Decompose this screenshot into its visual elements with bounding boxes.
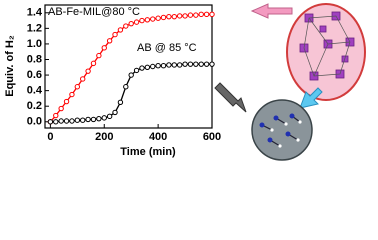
chart: Time (min) Equiv. of H₂ 0.0 0.2 0.4 0.6 0.8 1… bbox=[4, 3, 366, 161]
series-marker bbox=[144, 64, 151, 70]
series-marker bbox=[69, 91, 75, 98]
series-marker bbox=[150, 63, 156, 70]
ab-molecules bbox=[251, 99, 313, 161]
series-marker bbox=[193, 61, 199, 67]
plot-frame bbox=[44, 4, 213, 129]
series-marker bbox=[182, 13, 188, 19]
series-marker bbox=[74, 117, 81, 123]
y-axis-label: Equiv. of H₂ bbox=[4, 35, 16, 97]
molecule-bonds bbox=[261, 115, 301, 147]
y-tick-label: 0.2 bbox=[27, 100, 42, 112]
x-tick-label: 600 bbox=[203, 131, 221, 143]
series-marker bbox=[182, 61, 188, 67]
series-marker bbox=[166, 13, 172, 20]
series-marker bbox=[101, 115, 107, 121]
x-axis-label: Time (min) bbox=[120, 146, 176, 158]
series-marker bbox=[112, 109, 118, 116]
series-marker bbox=[74, 84, 81, 90]
series-marker bbox=[150, 16, 156, 22]
series-marker bbox=[117, 99, 124, 106]
series-marker bbox=[101, 45, 107, 51]
series-marker bbox=[203, 11, 210, 18]
series-marker bbox=[53, 119, 59, 125]
page: {"chart_data": {"type": "line", "xlabel"… bbox=[3, 3, 366, 161]
series-marker bbox=[80, 117, 86, 123]
series-marker bbox=[106, 38, 113, 44]
series-marker bbox=[198, 61, 204, 67]
series-marker bbox=[123, 84, 129, 90]
series-marker bbox=[96, 52, 102, 59]
series-marker bbox=[69, 118, 75, 124]
series-marker bbox=[187, 12, 194, 18]
annotation: AB-Fe-MIL@80 °C bbox=[48, 6, 140, 18]
series-marker bbox=[96, 115, 102, 122]
series-marker bbox=[133, 19, 140, 25]
series-marker bbox=[133, 67, 140, 74]
x-tick-label: 0 bbox=[47, 131, 53, 143]
series-marker bbox=[187, 61, 194, 67]
series-marker bbox=[63, 98, 70, 105]
series-marker bbox=[209, 61, 215, 67]
series-marker bbox=[112, 31, 118, 38]
series-marker bbox=[90, 60, 97, 67]
series-marker bbox=[193, 12, 199, 18]
series-marker bbox=[160, 63, 167, 69]
series-marker bbox=[123, 23, 129, 29]
series-marker bbox=[53, 112, 59, 119]
y-tick-label: 0.6 bbox=[27, 69, 42, 81]
series-marker bbox=[139, 65, 145, 71]
series-marker bbox=[106, 113, 113, 120]
y-tick-label: 1.4 bbox=[27, 7, 43, 19]
series-marker bbox=[117, 27, 124, 33]
blue-arrow bbox=[299, 87, 323, 109]
series-marker bbox=[176, 13, 183, 19]
series-marker bbox=[90, 116, 97, 123]
series-marker bbox=[155, 63, 161, 69]
series-line bbox=[49, 13, 212, 123]
series-marker bbox=[58, 118, 64, 124]
series-marker bbox=[171, 13, 177, 20]
series-marker bbox=[198, 11, 204, 18]
series-marker bbox=[144, 17, 151, 23]
pink-arrow bbox=[250, 3, 293, 19]
x-tick-label: 400 bbox=[149, 131, 167, 143]
y-tick-label: 0.8 bbox=[27, 53, 42, 65]
series-marker bbox=[176, 62, 183, 68]
series-marker bbox=[209, 11, 215, 18]
series-marker bbox=[203, 61, 210, 67]
series-marker bbox=[85, 116, 91, 123]
y-tick-label: 0.4 bbox=[27, 85, 43, 97]
gray-arrow bbox=[214, 82, 247, 113]
molecule-h bbox=[270, 120, 302, 148]
y-tick-label: 1.0 bbox=[27, 38, 42, 50]
series-marker bbox=[160, 14, 167, 21]
series-marker bbox=[171, 62, 177, 68]
series-marker bbox=[128, 72, 134, 78]
illustration bbox=[214, 3, 366, 161]
series-marker bbox=[128, 20, 134, 27]
series-marker bbox=[155, 15, 161, 21]
series-marker bbox=[63, 118, 70, 124]
series-marker bbox=[58, 105, 64, 112]
series-marker bbox=[80, 76, 86, 82]
mof-links bbox=[303, 15, 351, 77]
y-tick-label: 1.2 bbox=[27, 22, 42, 34]
molecule-atoms bbox=[259, 113, 295, 143]
series-marker bbox=[139, 17, 145, 24]
series-marker bbox=[47, 119, 54, 125]
series-marker bbox=[166, 62, 172, 68]
mof-structure bbox=[286, 3, 366, 101]
annotation: AB @ 85 °C bbox=[137, 42, 197, 54]
y-tick-label: 0.0 bbox=[27, 116, 42, 128]
x-tick-label: 200 bbox=[95, 131, 113, 143]
series-marker bbox=[85, 68, 91, 74]
